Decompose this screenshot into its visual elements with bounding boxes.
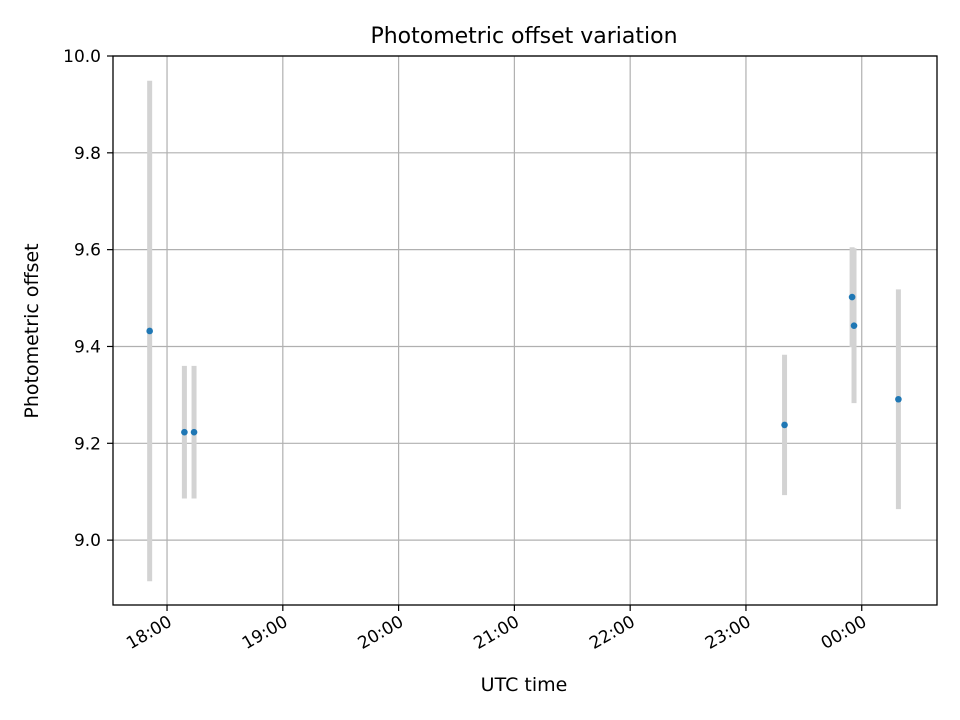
plot-frame bbox=[112, 55, 938, 606]
y-tick-label: 9.4 bbox=[74, 337, 101, 357]
data-point bbox=[781, 421, 788, 429]
data-point bbox=[895, 395, 902, 403]
y-tick-label: 9.0 bbox=[74, 531, 101, 551]
y-tick-label: 9.2 bbox=[74, 434, 101, 454]
chart-title: Photometric offset variation bbox=[370, 24, 677, 49]
y-axis-label: Photometric offset bbox=[21, 243, 43, 418]
x-tick-label: 19:00 bbox=[239, 612, 291, 654]
x-tick-label: 23:00 bbox=[702, 612, 754, 654]
data-point bbox=[848, 293, 856, 301]
x-tick-label: 18:00 bbox=[123, 612, 175, 654]
y-tick-label: 9.6 bbox=[74, 241, 101, 261]
x-tick-label: 21:00 bbox=[470, 612, 522, 654]
data-point bbox=[146, 327, 153, 335]
x-tick-label: 20:00 bbox=[355, 612, 407, 654]
y-axis: 9.0 9.2 9.4 9.6 9.8 10.0 bbox=[63, 47, 113, 551]
x-axis-label: UTC time bbox=[481, 674, 568, 696]
data-point bbox=[181, 428, 188, 436]
data-points bbox=[146, 293, 902, 436]
y-tick-label: 10.0 bbox=[63, 47, 101, 67]
data-point bbox=[190, 428, 198, 436]
x-tick-label: 00:00 bbox=[818, 612, 870, 654]
y-tick-label: 9.8 bbox=[74, 144, 101, 164]
x-tick-label: 22:00 bbox=[586, 612, 638, 654]
grid bbox=[113, 55, 937, 605]
x-axis: 18:00 19:00 20:00 21:00 22:00 23:00 00:00 bbox=[123, 605, 870, 654]
error-bars bbox=[147, 80, 901, 582]
data-point bbox=[850, 322, 858, 329]
